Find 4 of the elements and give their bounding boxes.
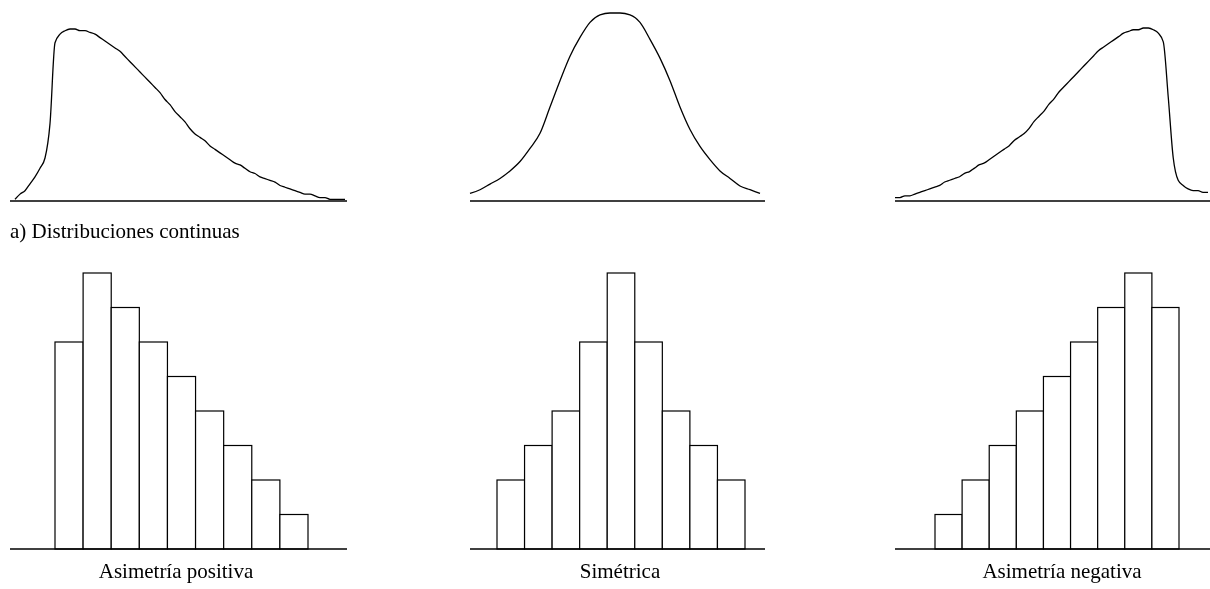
x-axis-title: Simétrica <box>579 559 661 583</box>
x-axis-title: Asimetría positiva <box>98 559 254 583</box>
x-axis-title: Asimetría negativa <box>982 559 1143 583</box>
text: a) Distribuciones continuas <box>10 219 240 243</box>
